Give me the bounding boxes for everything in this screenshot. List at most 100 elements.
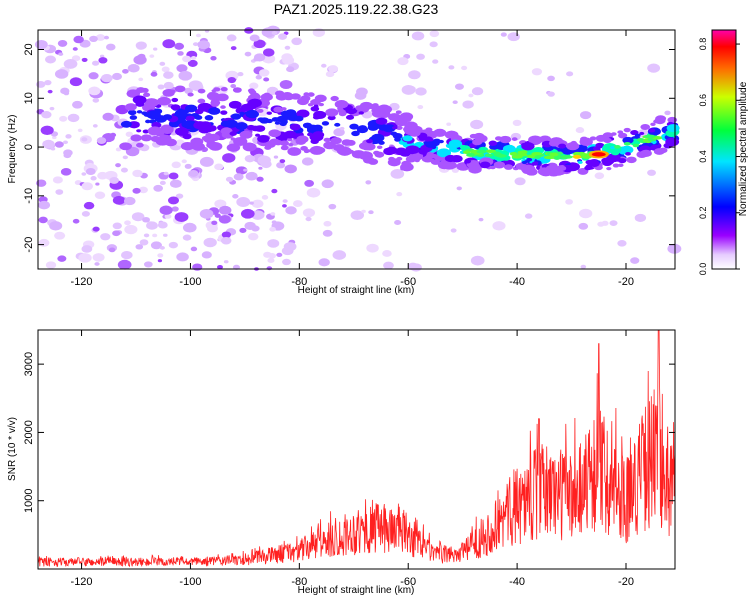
heatmap-cell [276, 115, 289, 123]
heatmap-cell [203, 237, 217, 248]
heatmap-cell [257, 134, 270, 143]
heatmap-cell [647, 63, 661, 73]
heatmap-cell [500, 32, 507, 37]
heatmap-cell [664, 110, 671, 116]
heatmap-cell [55, 189, 64, 195]
heatmap-cell [282, 56, 295, 65]
heatmap-cell [92, 124, 98, 128]
heatmap-cell [327, 115, 336, 121]
heatmap-cell [163, 233, 168, 237]
heatmap-cell [618, 132, 628, 139]
heatmap-cell [517, 150, 527, 155]
heatmap-cell [135, 41, 147, 50]
heatmap-cell [63, 91, 70, 96]
heatmap-cell [122, 155, 128, 160]
heatmap-cell [145, 119, 151, 124]
heatmap-cell [395, 125, 403, 130]
heatmap-cell [150, 135, 161, 142]
heatmap-cell [321, 63, 327, 68]
heatmap-cell [321, 121, 330, 126]
heatmap-cell [100, 233, 111, 241]
heatmap-cell [444, 154, 457, 163]
heatmap-cell [362, 144, 371, 151]
heatmap-cell [456, 186, 462, 191]
heatmap-cell [159, 61, 166, 66]
heatmap-cell [284, 164, 297, 174]
heatmap-cell [267, 257, 275, 263]
heatmap-cell [57, 255, 67, 262]
heatmap-cell [390, 169, 405, 179]
heatmap-cell [618, 158, 627, 164]
heatmap-cell [269, 226, 276, 232]
heatmap-cell [493, 161, 506, 169]
heatmap-cell [468, 165, 482, 174]
snr-y-label: SNR (10 * v/v) [7, 417, 18, 481]
heatmap-cell [282, 204, 287, 208]
heatmap-cell [557, 165, 567, 171]
heatmap-cell [415, 87, 427, 96]
heatmap-cell [405, 145, 420, 155]
heatmap-cell [170, 104, 181, 111]
heatmap-cell [251, 210, 265, 220]
heatmap-cell [243, 168, 248, 172]
heatmap-cell [62, 140, 69, 145]
heatmap-cell [111, 72, 123, 81]
heatmap-cell [428, 138, 434, 142]
heatmap-cell [232, 87, 242, 93]
heatmap-cell [280, 110, 292, 118]
heatmap-cell [640, 124, 651, 131]
heatmap-cell [307, 103, 314, 107]
heatmap-cell [131, 212, 145, 222]
heatmap-cell [392, 126, 398, 130]
heatmap-cell [203, 135, 215, 143]
heatmap-cells [34, 25, 682, 272]
heatmap-cell [280, 145, 289, 151]
heatmap-cell [634, 133, 641, 138]
heatmap-cell [115, 147, 122, 152]
heatmap-cell [192, 42, 199, 47]
heatmap-cell [321, 179, 334, 189]
heatmap-cell [230, 137, 236, 141]
heatmap-cell [220, 110, 228, 115]
heatmap-cell [431, 131, 439, 136]
heatmap-cell [302, 122, 312, 129]
heatmap-cell [492, 221, 506, 231]
heatmap-cell [168, 241, 178, 249]
heatmap-cell [558, 143, 567, 149]
heatmap-cell [150, 241, 162, 250]
heatmap-cell [197, 40, 210, 50]
heatmap-cell [222, 153, 236, 163]
heatmap-cell [211, 220, 218, 225]
heatmap-cell [81, 211, 90, 217]
heatmap-cell [58, 52, 64, 56]
heatmap-cell [94, 262, 100, 266]
heatmap-cell [85, 168, 96, 176]
heatmap-cell [257, 108, 264, 113]
heatmap-cell [351, 130, 360, 137]
heatmap-cell [442, 160, 457, 170]
heatmap-cell [547, 91, 555, 97]
heatmap-cell [81, 57, 88, 63]
heatmap-cell [296, 109, 310, 118]
heatmap-cell [95, 182, 100, 186]
heatmap-cell [509, 152, 518, 156]
heatmap-cell [461, 65, 468, 71]
heatmap-cell [462, 100, 474, 109]
heatmap-cell [206, 224, 218, 233]
heatmap-cell [230, 84, 237, 89]
heatmap-cell [279, 140, 289, 146]
heatmap-cell [410, 263, 422, 272]
heatmap-cell [240, 208, 255, 219]
heatmap-cell [230, 46, 237, 51]
heatmap-cell [528, 135, 543, 145]
heatmap-cell [450, 228, 457, 233]
heatmap-cell [526, 157, 533, 162]
heatmap-cell [42, 139, 55, 149]
heatmap-cell [112, 222, 122, 230]
heatmap-cell [182, 55, 192, 63]
heatmap-cell [494, 136, 502, 141]
heatmap-cell [291, 37, 303, 46]
heatmap-cell [225, 176, 234, 182]
heatmap-cell [159, 246, 165, 250]
heatmap-cell [281, 107, 287, 111]
